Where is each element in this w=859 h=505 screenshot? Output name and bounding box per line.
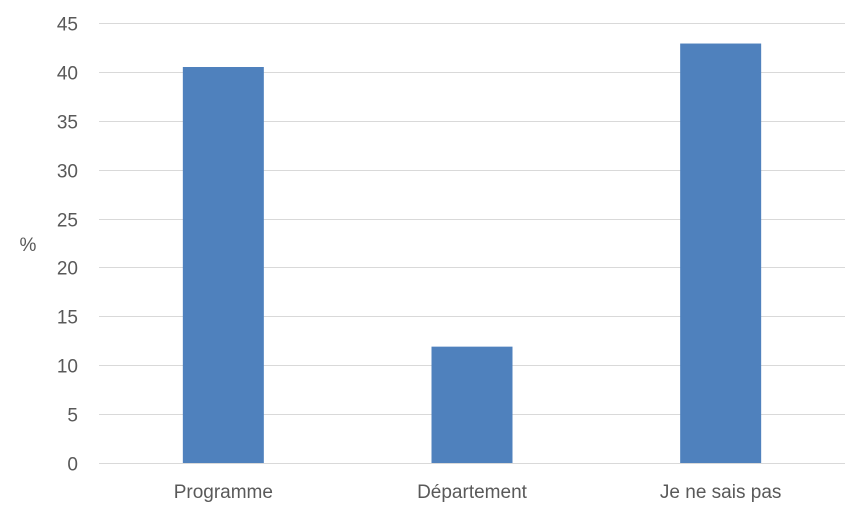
y-tick-label: 30: [57, 162, 78, 183]
y-tick-label: 20: [57, 259, 78, 280]
y-tick-label: 15: [57, 308, 78, 329]
y-tick-label: 45: [57, 15, 78, 36]
y-tick-label: 10: [57, 357, 78, 378]
y-tick-label: 25: [57, 211, 78, 232]
y-tick-label: 0: [67, 455, 78, 476]
x-tick-label: Je ne sais pas: [660, 482, 781, 503]
bar-je-ne-sais-pas: [680, 43, 762, 464]
y-tick-label: 35: [57, 113, 78, 134]
bar-programme: [182, 67, 264, 463]
y-tick-label: 5: [67, 406, 78, 427]
y-axis-title: %: [20, 235, 37, 256]
y-axis-tick-labels: 0 5 10 15 20 25 30 35 40 45: [57, 15, 78, 476]
x-tick-label: Département: [417, 482, 528, 503]
x-tick-label: Programme: [174, 482, 273, 503]
bars: [182, 43, 762, 464]
bar-d-partement: [431, 346, 513, 463]
x-axis-tick-labels: Programme Département Je ne sais pas: [174, 482, 782, 503]
y-tick-label: 40: [57, 64, 78, 85]
